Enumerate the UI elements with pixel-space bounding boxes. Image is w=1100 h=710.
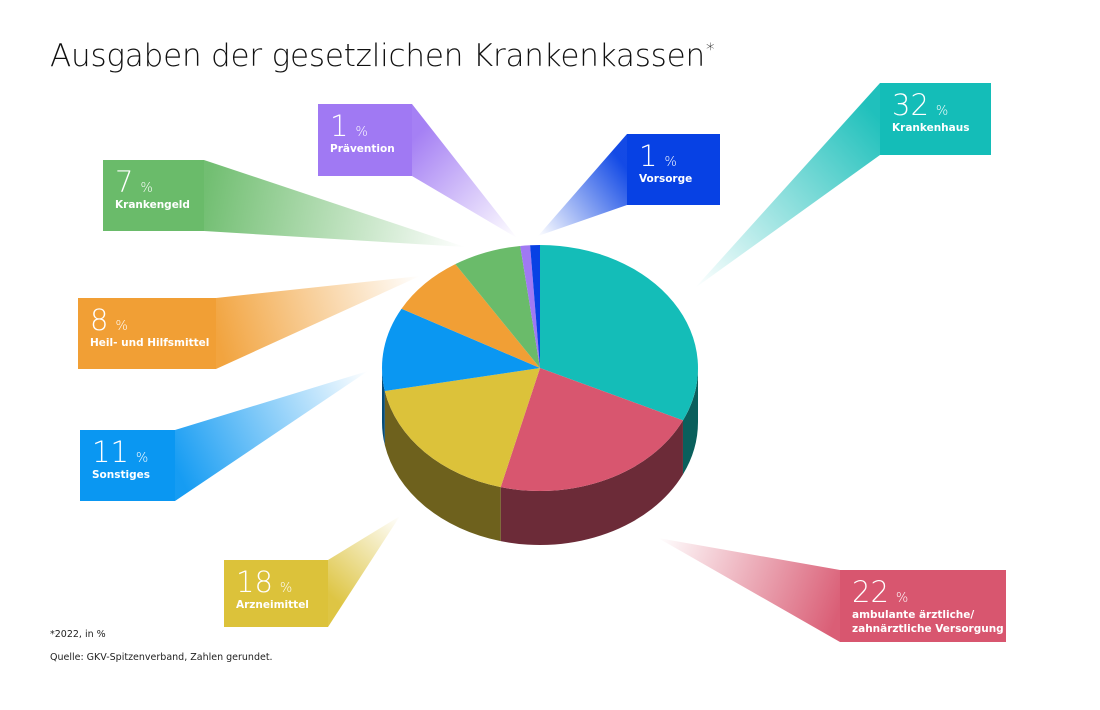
callout-box-7 [318,104,412,176]
callout-unit-1: % [936,104,948,119]
pie-side-2 [500,420,683,545]
callout-value-1: 32% [892,88,948,122]
pie-side-1 [682,368,698,475]
callout-label-8: Vorsorge [639,173,692,185]
callout-beam-8 [538,134,627,236]
callout-beam-4 [175,371,368,501]
callout-5: 8 %Heil- und Hilfsmittel [78,298,216,369]
callout-unit-3: % [280,581,292,596]
callout-3: 18 %Arzneimittel [224,560,328,627]
callout-beam-3 [328,516,400,627]
chart-title-marker: * [705,39,715,60]
callout-7: 1 %Prävention [318,104,412,176]
callout-beam-5 [216,276,420,369]
callout-label-3: Arzneimittel [236,599,309,611]
pie-slice-5 [401,264,540,368]
pie-slice-7 [520,245,540,368]
pie-slice-4 [382,308,540,392]
callout-label-6: Krankengeld [115,199,190,211]
callout-box-2 [840,570,1006,642]
callout-1: 32 %Krankenhaus [880,83,991,155]
callout-8: 1 %Vorsorge [627,134,720,205]
callout-label-5: Heil- und Hilfsmittel [90,337,209,349]
callout-label-7: Prävention [330,143,395,155]
callout-box-6 [103,160,204,231]
pie-slice-3 [384,368,540,488]
callout-beam-6 [204,160,465,247]
chart-footnote: *2022, in % [50,629,106,640]
pie-slice-6 [455,245,540,368]
pie-slice-8 [530,245,540,368]
callout-6: 7 %Krankengeld [103,160,204,231]
chart-title-text: Ausgaben der gesetzlichen Krankenkassen [50,38,705,74]
callout-4: 11 %Sonstiges [80,430,175,501]
callout-box-5 [78,298,216,369]
callout-box-3 [224,560,328,627]
pie-slice-2 [500,368,683,491]
callout-unit-6: % [140,181,152,196]
callout-box-1 [880,83,991,155]
callout-unit-4: % [136,451,148,466]
pie-slice-1 [540,245,698,421]
callout-label-2-line-1: ambulante ärztliche/ [852,609,974,621]
callout-box-4 [80,430,175,501]
pie-top-slices [382,245,698,491]
callout-label-2-line-2: zahnärztliche Versorgung [852,623,1004,635]
pie-side-walls [382,368,698,545]
callout-unit-5: % [115,319,127,334]
callout-box-8 [627,134,720,205]
chart-title: Ausgaben der gesetzlichen Krankenkassen* [50,38,714,74]
callout-unit-8: % [664,155,676,170]
callout-2: 22 %ambulante ärztliche/zahnärztliche Ver… [840,570,1006,642]
pie-side-4 [382,368,385,446]
chart-source: Quelle: GKV-Spitzenverband, Zahlen gerun… [50,652,273,663]
pie-side-3 [384,391,501,542]
callout-beam-7 [412,104,517,238]
callout-beams [175,83,880,642]
callout-label-4: Sonstiges [92,469,150,481]
callout-beam-2 [658,538,840,642]
callout-unit-2: % [896,591,908,606]
callout-label-1: Krankenhaus [892,122,969,134]
callout-beam-1 [695,83,880,288]
callout-unit-7: % [355,125,367,140]
